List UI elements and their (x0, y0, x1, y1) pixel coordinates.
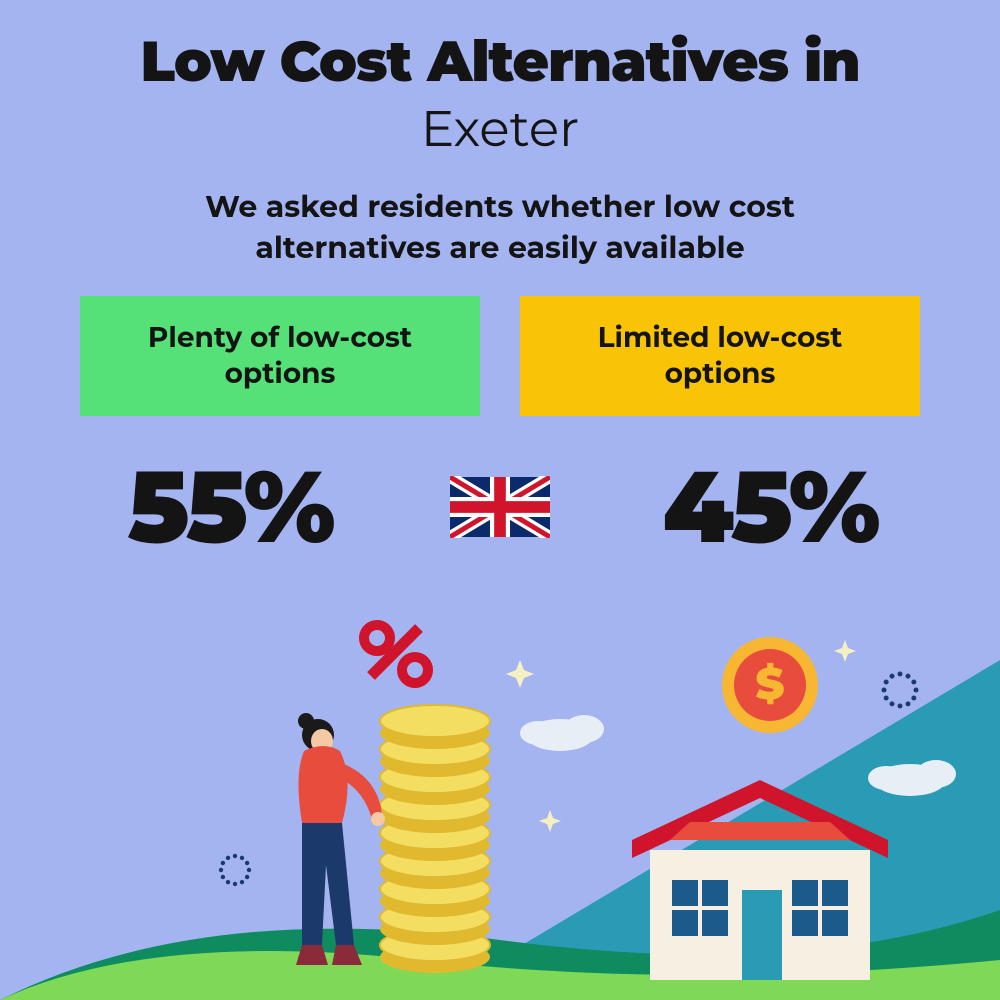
stat-left: 55% (60, 446, 400, 568)
title-line1: Low Cost Alternatives in (0, 28, 1000, 96)
dollar-coin-icon: $ (722, 637, 818, 733)
person-icon (296, 713, 385, 965)
illustration: $ (0, 600, 1000, 1000)
box-plenty: Plenty of low-cost options (80, 296, 480, 416)
uk-flag-icon (450, 476, 550, 538)
coin-stack-icon (380, 705, 490, 973)
stat-right: 45% (600, 446, 940, 568)
percent-icon (364, 625, 428, 683)
subtitle: We asked residents whether low cost alte… (120, 187, 880, 268)
box-limited-label: Limited low-cost options (550, 320, 890, 393)
box-plenty-label: Plenty of low-cost options (110, 320, 450, 393)
box-limited: Limited low-cost options (520, 296, 920, 416)
option-boxes: Plenty of low-cost options Limited low-c… (0, 296, 1000, 416)
title-line2: Exeter (0, 98, 1000, 159)
infographic-canvas: Low Cost Alternatives in Exeter We asked… (0, 0, 1000, 1000)
svg-text:$: $ (756, 657, 785, 711)
title-block: Low Cost Alternatives in Exeter (0, 0, 1000, 159)
stats-row: 55% 45% (0, 446, 1000, 568)
